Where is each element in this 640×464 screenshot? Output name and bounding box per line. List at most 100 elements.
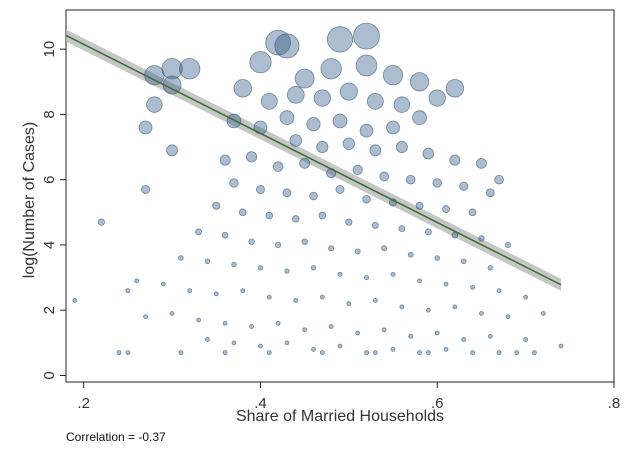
points-layer [72,22,564,356]
data-point [337,343,343,349]
data-point [195,228,202,236]
fit-line-layer [65,34,562,286]
data-point [408,333,414,339]
data-point [393,96,411,113]
data-point [449,154,461,166]
data-point [332,113,348,129]
data-point [496,350,502,356]
data-point [146,96,163,113]
y-tick-label: 0 [41,371,58,379]
data-point [134,278,140,284]
data-point [409,72,430,92]
data-point [381,327,387,333]
data-point [398,225,406,233]
data-point [487,333,493,339]
data-point [505,314,511,320]
data-point [470,350,475,356]
data-point [260,92,278,110]
data-point [248,238,255,245]
data-point [289,134,303,147]
data-point [246,151,258,163]
data-point [372,298,378,303]
data-point [265,211,274,220]
data-point [166,144,178,157]
data-point [353,22,380,50]
data-point [222,350,228,356]
data-point [205,337,210,342]
plot-area [65,9,615,383]
data-point [346,301,352,307]
data-point [116,350,122,356]
data-point [253,120,268,135]
data-point [425,350,431,356]
x-tick-label: .2 [77,395,90,412]
data-point [249,51,272,74]
y-tick-label: 10 [41,41,58,58]
data-point [226,113,242,129]
data-point [282,188,292,198]
data-point [328,245,335,252]
data-point [523,294,529,300]
data-point [257,265,264,271]
data-point [326,26,354,53]
data-point [320,58,342,80]
data-point [213,291,219,297]
data-point [310,265,317,271]
data-point [432,178,442,188]
data-point [461,337,467,342]
data-point [231,261,237,268]
data-point [372,350,378,356]
data-point [359,123,374,138]
data-point [138,120,153,135]
data-point [294,68,315,89]
data-point [309,191,318,201]
data-point [434,330,440,336]
x-tick-label: .8 [608,395,621,412]
data-point [496,288,502,294]
data-point [258,343,263,349]
data-point [355,330,361,336]
data-point [72,298,78,303]
data-point [293,298,299,303]
data-point [415,201,424,210]
data-point [238,208,247,217]
data-point [558,343,564,349]
data-point [355,54,378,77]
data-point [459,181,469,191]
data-point [390,271,396,277]
data-point [445,79,465,98]
data-point [342,137,356,150]
data-point [275,241,282,249]
data-point [485,188,495,198]
x-tick-label: .4 [254,395,267,412]
data-point [425,307,431,313]
data-point [523,337,529,342]
data-point [386,120,400,135]
data-point [266,294,272,300]
data-point [412,110,427,126]
data-point [178,255,184,261]
data-point [405,174,416,185]
data-point [345,218,353,226]
data-point [229,178,239,188]
data-point [417,278,422,284]
data-point [316,141,329,154]
data-point [231,340,237,346]
data-point [221,231,229,239]
data-point [169,311,175,316]
data-point [143,314,148,320]
data-point [381,245,388,252]
data-point [319,294,325,300]
data-point [476,157,487,169]
axis-layer: .2 .4 .6 .8 0 2 4 6 8 10 [41,41,620,412]
data-point [428,89,446,107]
data-point [422,147,435,160]
data-point [219,154,231,166]
data-point [442,205,450,213]
data-point [470,284,475,290]
data-point [460,258,467,265]
data-point [407,251,414,258]
data-point [514,350,520,356]
data-point [540,311,546,316]
